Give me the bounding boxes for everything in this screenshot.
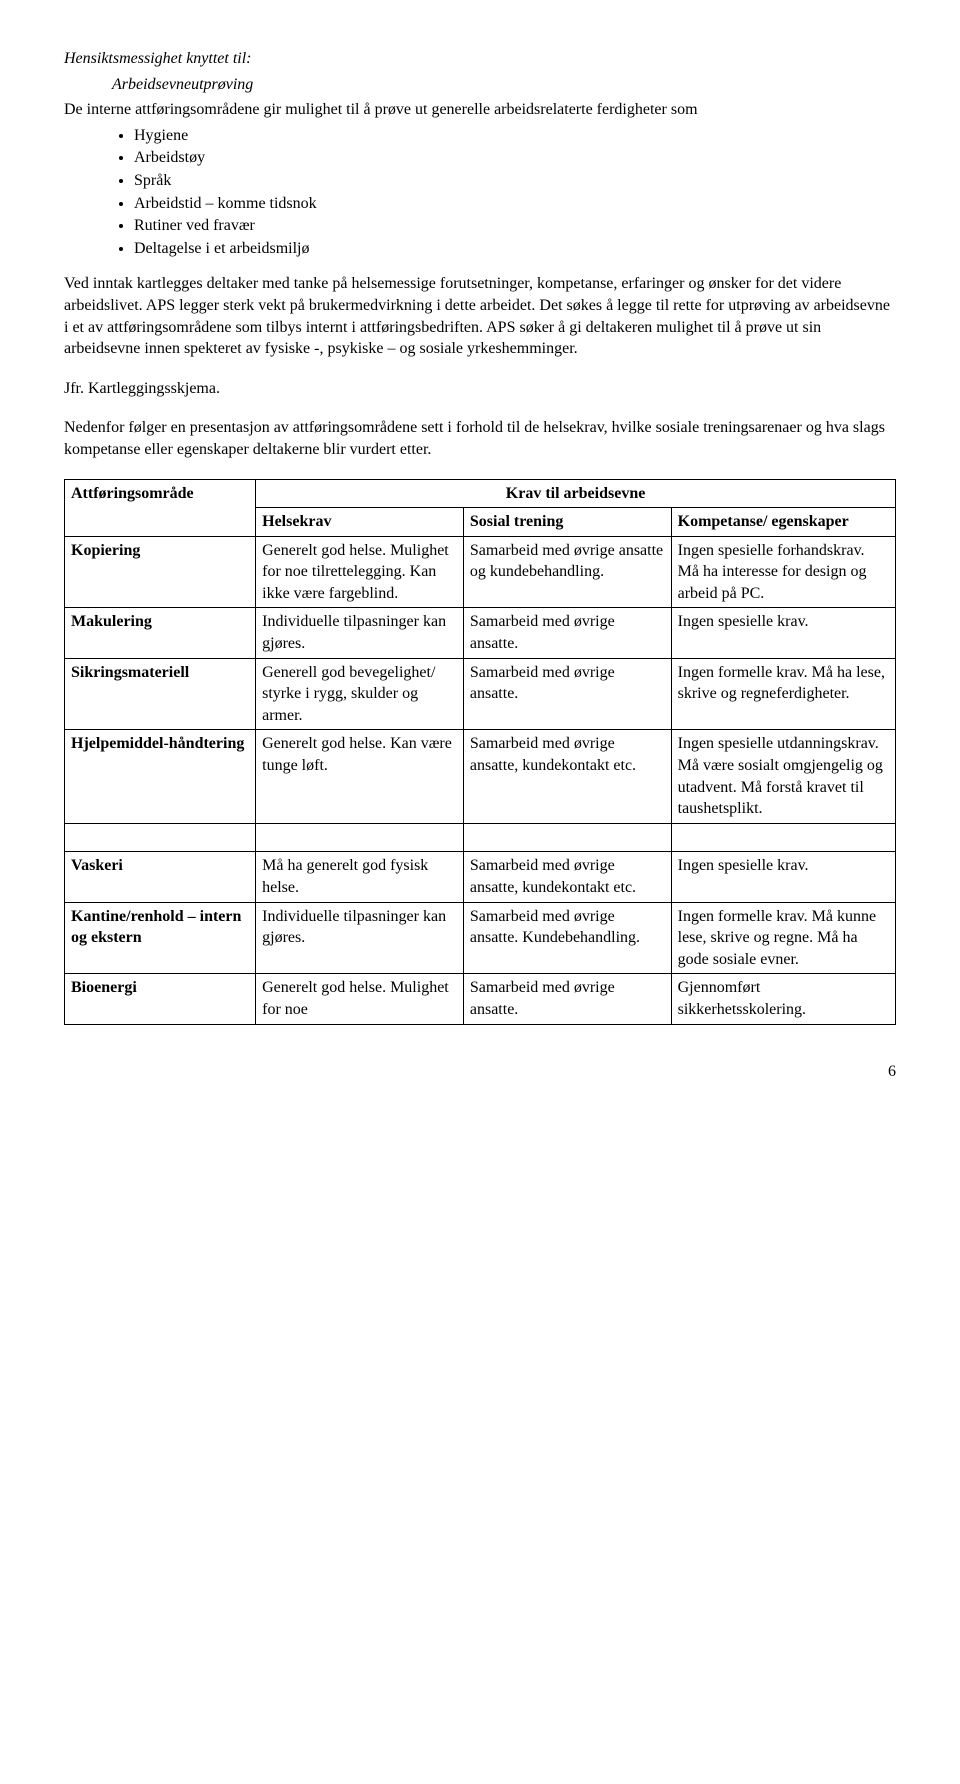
table-row: VaskeriMå ha generelt god fysisk helse.S… xyxy=(65,852,896,902)
table-cell: Ingen spesielle utdanningskrav. Må være … xyxy=(671,730,895,823)
table-cell: Ingen spesielle krav. xyxy=(671,852,895,902)
sub-header: Kompetanse/ egenskaper xyxy=(671,508,895,537)
table-header-row-1: Attføringsområde Krav til arbeidsevne xyxy=(65,479,896,508)
row-label-cell: Bioenergi xyxy=(65,974,256,1024)
heading-line1: Hensiktsmessighet knyttet til: xyxy=(64,48,896,70)
spacer-row xyxy=(65,823,896,852)
page-number: 6 xyxy=(64,1061,896,1083)
table-cell: Generelt god helse. Mulighet for noe xyxy=(256,974,464,1024)
spacer-cell xyxy=(65,823,256,852)
list-item: Rutiner ved fravær xyxy=(134,215,896,237)
requirements-table: Attføringsområde Krav til arbeidsevne He… xyxy=(64,479,896,1025)
list-item: Språk xyxy=(134,170,896,192)
list-item: Deltagelse i et arbeidsmiljø xyxy=(134,238,896,260)
spacer-cell xyxy=(671,823,895,852)
row-label-cell: Hjelpemiddel-håndtering xyxy=(65,730,256,823)
table-row: KopieringGenerelt god helse. Mulighet fo… xyxy=(65,536,896,608)
table-cell: Samarbeid med øvrige ansatte. Kundebehan… xyxy=(463,902,671,974)
table-cell: Gjennomført sikkerhetsskolering. xyxy=(671,974,895,1024)
bullet-list: Hygiene Arbeidstøy Språk Arbeidstid – ko… xyxy=(134,125,896,260)
table-cell: Samarbeid med øvrige ansatte og kundebeh… xyxy=(463,536,671,608)
sub-header: Sosial trening xyxy=(463,508,671,537)
table-cell: Generelt god helse. Mulighet for noe til… xyxy=(256,536,464,608)
paragraph-1: Ved inntak kartlegges deltaker med tanke… xyxy=(64,273,896,359)
table-row: SikringsmateriellGenerell god bevegeligh… xyxy=(65,658,896,730)
spacer-cell xyxy=(256,823,464,852)
table-cell: Må ha generelt god fysisk helse. xyxy=(256,852,464,902)
table-cell: Ingen formelle krav. Må kunne lese, skri… xyxy=(671,902,895,974)
table-row: Kantine/renhold – intern og eksternIndiv… xyxy=(65,902,896,974)
table-row: MakuleringIndividuelle tilpasninger kan … xyxy=(65,608,896,658)
heading-line2: Arbeidsevneutprøving xyxy=(112,74,896,96)
row-label-cell: Sikringsmateriell xyxy=(65,658,256,730)
table-cell: Individuelle tilpasninger kan gjøres. xyxy=(256,608,464,658)
table-cell: Ingen spesielle krav. xyxy=(671,608,895,658)
row-label-cell: Kantine/renhold – intern og ekstern xyxy=(65,902,256,974)
row-label-cell: Vaskeri xyxy=(65,852,256,902)
top-left-header: Attføringsområde xyxy=(65,479,256,536)
spacer-cell xyxy=(463,823,671,852)
group-header: Krav til arbeidsevne xyxy=(256,479,896,508)
sub-header: Helsekrav xyxy=(256,508,464,537)
table-cell: Samarbeid med øvrige ansatte, kundekonta… xyxy=(463,852,671,902)
table-cell: Ingen formelle krav. Må ha lese, skrive … xyxy=(671,658,895,730)
table-cell: Ingen spesielle forhandskrav. Må ha inte… xyxy=(671,536,895,608)
paragraph-3: Nedenfor følger en presentasjon av attfø… xyxy=(64,417,896,460)
row-label-cell: Kopiering xyxy=(65,536,256,608)
table-cell: Samarbeid med øvrige ansatte. xyxy=(463,974,671,1024)
table-cell: Samarbeid med øvrige ansatte, kundekonta… xyxy=(463,730,671,823)
paragraph-2: Jfr. Kartleggingsskjema. xyxy=(64,378,896,400)
table-cell: Generelt god helse. Kan være tunge løft. xyxy=(256,730,464,823)
list-item: Arbeidstøy xyxy=(134,147,896,169)
table-cell: Samarbeid med øvrige ansatte. xyxy=(463,658,671,730)
table-cell: Samarbeid med øvrige ansatte. xyxy=(463,608,671,658)
table-cell: Generell god bevegelighet/ styrke i rygg… xyxy=(256,658,464,730)
intro-text: De interne attføringsområdene gir muligh… xyxy=(64,99,896,121)
row-label-cell: Makulering xyxy=(65,608,256,658)
table-row: Hjelpemiddel-håndteringGenerelt god hels… xyxy=(65,730,896,823)
table-cell: Individuelle tilpasninger kan gjøres. xyxy=(256,902,464,974)
list-item: Hygiene xyxy=(134,125,896,147)
list-item: Arbeidstid – komme tidsnok xyxy=(134,193,896,215)
table-row: BioenergiGenerelt god helse. Mulighet fo… xyxy=(65,974,896,1024)
